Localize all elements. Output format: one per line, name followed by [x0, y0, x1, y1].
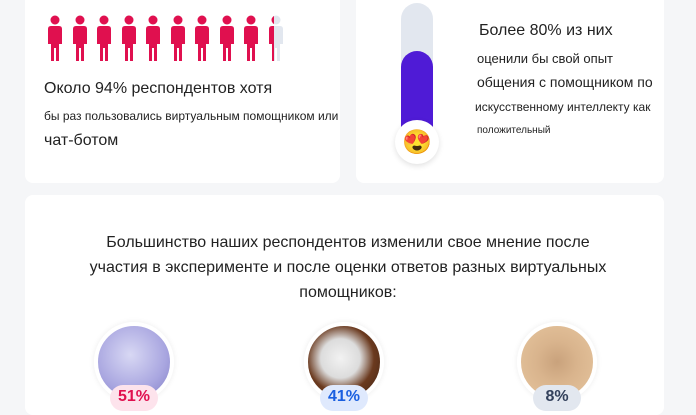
usage-text-2: бы раз пользовались виртуальным помощник…: [44, 109, 339, 123]
person-icon: [168, 15, 188, 61]
rating-text-5: положительный: [477, 125, 551, 136]
rating-text-2: оценили бы свой опыт: [477, 51, 613, 66]
person-icon: [192, 15, 212, 61]
person-icon: [143, 15, 163, 61]
usage-text-1: Около 94% респондентов хотя: [44, 80, 273, 97]
percent-badge: 41%: [320, 385, 368, 411]
people-icons: [45, 15, 286, 61]
percent-badge: 51%: [110, 385, 158, 411]
opinion-line-2: участия в эксперименте и после оценки от…: [89, 259, 607, 276]
opinion-line-3: помощников:: [299, 284, 397, 301]
rating-text-1: Более 80% из них: [479, 22, 613, 39]
person-icon: [70, 15, 90, 61]
person-icon: [241, 15, 261, 61]
person-icon: [119, 15, 139, 61]
person-icon: [217, 15, 237, 61]
person-icon: [45, 15, 65, 61]
heart-eyes-emoji-icon: 😍: [395, 120, 439, 164]
person-icon: [266, 15, 286, 61]
usage-text-3: чат-ботом: [44, 132, 119, 149]
percent-badge: 8%: [533, 385, 581, 411]
opinion-line-1: Большинство наших респондентов изменили …: [106, 234, 590, 251]
rating-text-3: общения с помощником по: [477, 74, 653, 90]
opinion-headline: Большинство наших респондентов изменили …: [0, 230, 696, 305]
person-icon: [94, 15, 114, 61]
rating-text-4: искусственному интеллекту как: [475, 100, 651, 114]
